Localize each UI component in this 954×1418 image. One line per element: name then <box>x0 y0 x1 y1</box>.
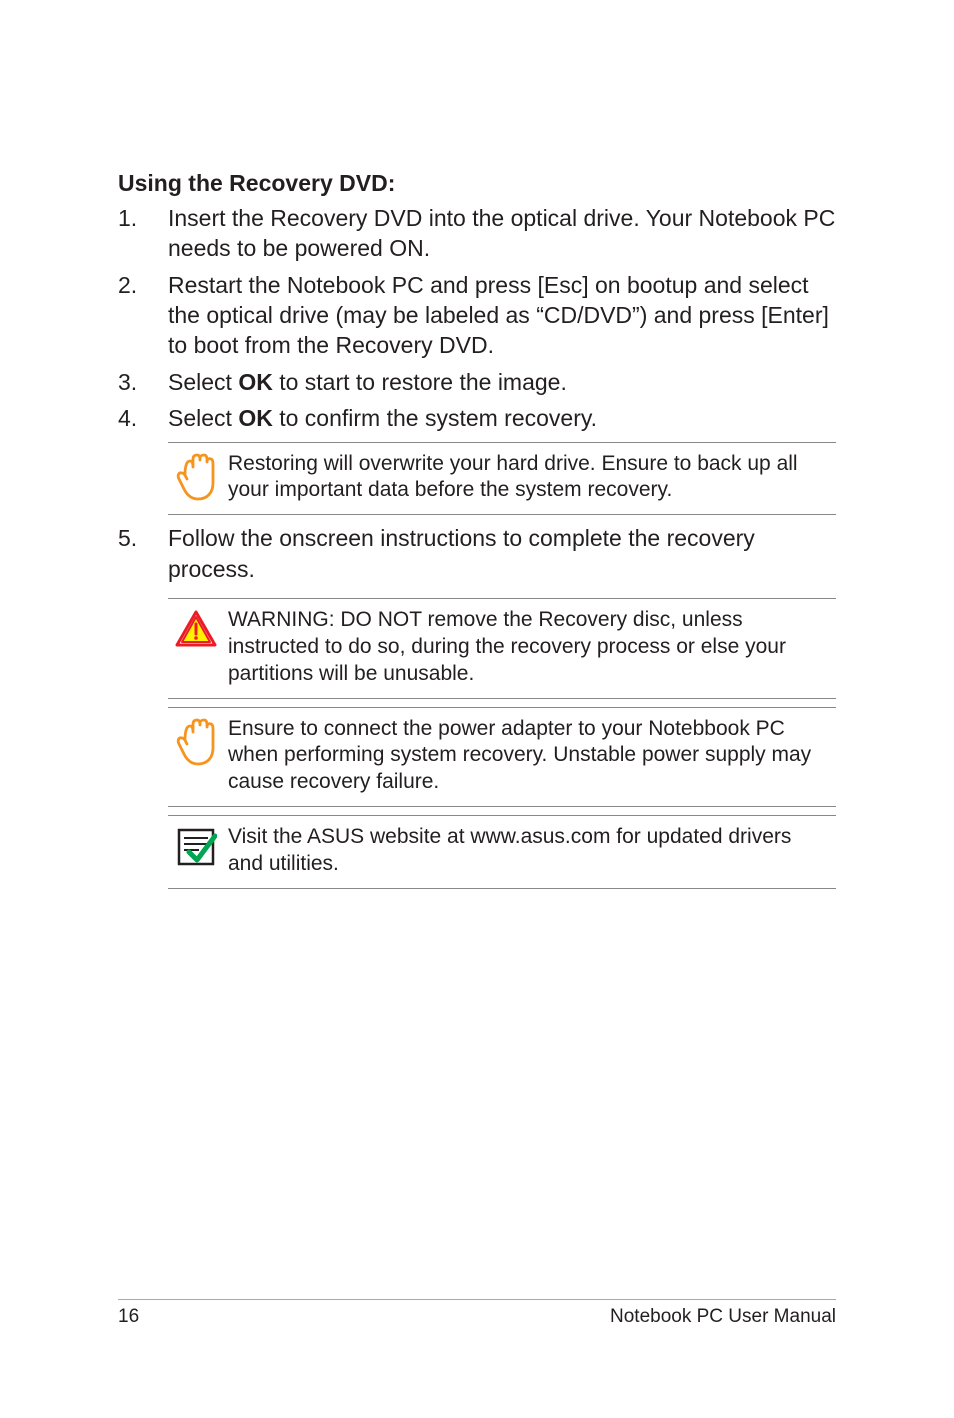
step-text-pre: Select <box>168 405 238 431</box>
callout-warning-disc: WARNING: DO NOT remove the Recovery disc… <box>168 598 836 699</box>
step-number: 1. <box>118 203 168 264</box>
step-text-post: to start to restore the image. <box>273 369 567 395</box>
page-footer: 16 Notebook PC User Manual <box>118 1299 836 1328</box>
footer-title: Notebook PC User Manual <box>610 1306 836 1328</box>
step-text: Insert the Recovery DVD into the optical… <box>168 203 836 264</box>
step-text: Follow the onscreen instructions to comp… <box>168 523 836 584</box>
callout-important-power: Ensure to connect the power adapter to y… <box>168 707 836 808</box>
step-4: 4. Select OK to confirm the system recov… <box>118 403 836 433</box>
page-number: 16 <box>118 1306 139 1328</box>
step-text-bold: OK <box>238 369 273 395</box>
step-text-post: to confirm the system recovery. <box>273 405 597 431</box>
callout-text: Restoring will overwrite your hard drive… <box>224 451 836 505</box>
callout-text: Ensure to connect the power adapter to y… <box>224 716 836 797</box>
step-2: 2. Restart the Notebook PC and press [Es… <box>118 270 836 361</box>
step-number: 3. <box>118 367 168 397</box>
callout-note-website: Visit the ASUS website at www.asus.com f… <box>168 815 836 889</box>
step-text: Restart the Notebook PC and press [Esc] … <box>168 270 836 361</box>
callout-text: WARNING: DO NOT remove the Recovery disc… <box>224 607 836 688</box>
step-1: 1. Insert the Recovery DVD into the opti… <box>118 203 836 264</box>
hand-icon <box>168 451 224 501</box>
step-text: Select OK to start to restore the image. <box>168 367 836 397</box>
warning-icon <box>168 607 224 649</box>
callout-text: Visit the ASUS website at www.asus.com f… <box>224 824 836 878</box>
step-number: 4. <box>118 403 168 433</box>
step-number: 2. <box>118 270 168 361</box>
hand-icon <box>168 716 224 766</box>
note-icon <box>168 824 224 868</box>
step-3: 3. Select OK to start to restore the ima… <box>118 367 836 397</box>
step-text-bold: OK <box>238 405 273 431</box>
step-text: Select OK to confirm the system recovery… <box>168 403 836 433</box>
section-heading: Using the Recovery DVD: <box>118 170 836 197</box>
step-number: 5. <box>118 523 168 584</box>
step-5: 5. Follow the onscreen instructions to c… <box>118 523 836 584</box>
callout-important-backup: Restoring will overwrite your hard drive… <box>168 442 836 516</box>
step-text-pre: Select <box>168 369 238 395</box>
